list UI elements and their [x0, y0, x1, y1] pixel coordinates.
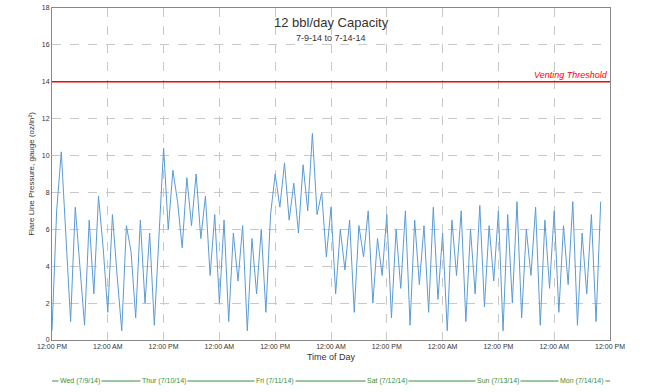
- svg-text:12:00 AM: 12:00 AM: [205, 343, 235, 350]
- svg-text:Venting Threshold: Venting Threshold: [534, 70, 608, 80]
- svg-text:6: 6: [46, 226, 50, 233]
- svg-text:14: 14: [42, 78, 50, 85]
- svg-text:12 bbl/day Capacity: 12 bbl/day Capacity: [274, 15, 389, 30]
- svg-text:Wed (7/9/14): Wed (7/9/14): [60, 377, 100, 385]
- svg-text:0: 0: [46, 336, 50, 343]
- svg-text:12:00 PM: 12:00 PM: [260, 343, 290, 350]
- svg-text:18: 18: [42, 4, 50, 11]
- svg-text:12:00 AM: 12:00 AM: [316, 343, 346, 350]
- svg-text:2: 2: [46, 300, 50, 307]
- svg-text:12:00 PM: 12:00 PM: [483, 343, 513, 350]
- svg-text:12:00 PM: 12:00 PM: [37, 343, 67, 350]
- svg-text:12:00 AM: 12:00 AM: [93, 343, 123, 350]
- svg-text:10: 10: [42, 152, 50, 159]
- svg-text:Time of Day: Time of Day: [307, 352, 356, 362]
- svg-text:Sat (7/12/14): Sat (7/12/14): [367, 377, 407, 385]
- svg-text:Fri (7/11/14): Fri (7/11/14): [256, 377, 294, 385]
- svg-text:7-9-14 to 7-14-14: 7-9-14 to 7-14-14: [296, 33, 366, 43]
- svg-text:Thur (7/10/14): Thur (7/10/14): [142, 377, 186, 385]
- svg-text:12: 12: [42, 115, 50, 122]
- svg-text:16: 16: [42, 41, 50, 48]
- svg-text:12:00 AM: 12:00 AM: [428, 343, 458, 350]
- svg-text:Flare Line Pressure, gauge (oz: Flare Line Pressure, gauge (oz/in²): [27, 112, 36, 236]
- svg-text:12:00 PM: 12:00 PM: [595, 343, 625, 350]
- svg-text:4: 4: [46, 263, 50, 270]
- svg-text:Mon (7/14/14): Mon (7/14/14): [560, 377, 604, 385]
- svg-text:12:00 PM: 12:00 PM: [149, 343, 179, 350]
- svg-text:Sun (7/13/14): Sun (7/13/14): [477, 377, 519, 385]
- svg-text:12:00 AM: 12:00 AM: [539, 343, 569, 350]
- svg-text:12:00 PM: 12:00 PM: [372, 343, 402, 350]
- svg-text:8: 8: [46, 189, 50, 196]
